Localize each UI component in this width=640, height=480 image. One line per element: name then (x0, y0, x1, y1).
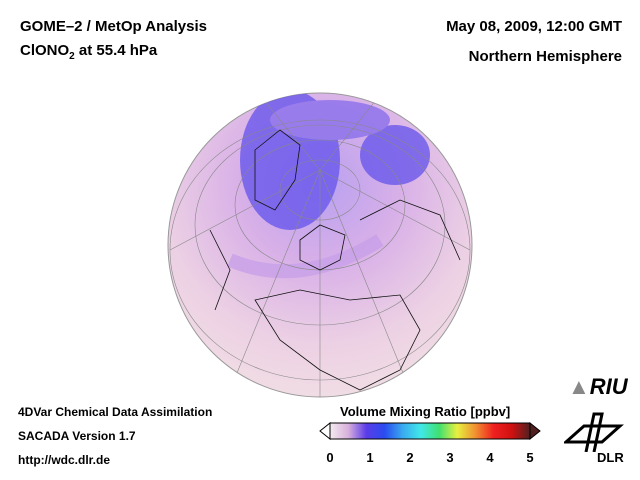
colorbar-tick-label: 1 (366, 450, 374, 465)
colorbar-tick-label: 2 (406, 450, 414, 465)
footer-line3: http://wdc.dlr.de (18, 453, 110, 467)
colorbar-tick-label: 4 (486, 450, 494, 465)
date-label: May 08, 2009, 12:00 GMT (446, 18, 622, 35)
colorbar-gradient (329, 422, 531, 440)
colorbar-min-arrow (319, 421, 331, 441)
dlr-logo-text: DLR (597, 450, 624, 465)
colorbar-tick-label: 0 (326, 450, 334, 465)
footer-line1: 4DVar Chemical Data Assimilation (18, 405, 213, 419)
colorbar-max-arrow (529, 421, 541, 441)
footer-line2: SACADA Version 1.7 (18, 429, 136, 443)
title-line1: GOME–2 / MetOp Analysis (20, 18, 207, 35)
dlr-logo-icon (564, 412, 624, 452)
riu-logo: ▲RIU (568, 374, 628, 399)
colorbar-tick-label: 5 (526, 450, 534, 465)
coastlines (209, 129, 461, 391)
colorbar (319, 421, 541, 441)
colorbar-label: Volume Mixing Ratio [ppbv] (340, 404, 511, 419)
region-label: Northern Hemisphere (468, 48, 622, 65)
title-line2: ClONO2 at 55.4 hPa (20, 42, 158, 62)
colorbar-tick-label: 3 (446, 450, 454, 465)
band (227, 234, 384, 279)
low-region-blob (360, 125, 430, 185)
